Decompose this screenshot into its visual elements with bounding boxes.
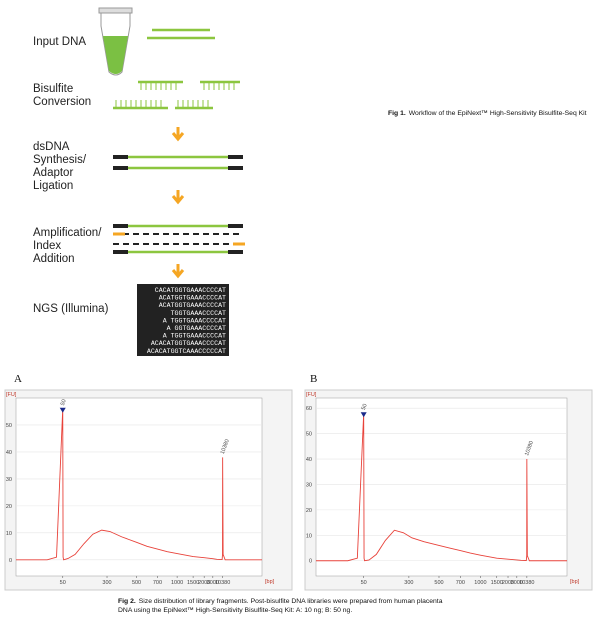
y-tick-label: 0 — [9, 558, 12, 564]
caption-label: Fig 1. — [388, 110, 406, 117]
y-tick-label: 40 — [6, 450, 12, 456]
peak-marker — [59, 407, 66, 413]
read-line: CACATGGTGAAACCCCAT — [155, 287, 226, 294]
ngs-reads: CACATGGTGAAACCCCATACATGGTGAAACCCCATACATG… — [147, 287, 226, 355]
caption-text: Size distribution of library fragments. … — [139, 598, 443, 605]
x-tick-label: 1500 — [491, 580, 503, 586]
y-tick-label: 30 — [6, 477, 12, 483]
x-tick-label: 2000 — [502, 580, 514, 586]
caption-label: Fig 2. — [118, 598, 136, 605]
amplified-strands — [113, 233, 243, 245]
x-tick-label: 3000 — [207, 580, 219, 586]
step-label: Addition — [33, 253, 75, 265]
fig1-caption: Fig 1. Workflow of the EpiNext™ High-Sens… — [388, 110, 587, 117]
peak-marker — [360, 412, 367, 418]
step-label: Bisulfite — [33, 83, 73, 95]
x-tick-label: 300 — [102, 580, 111, 586]
y-tick-label: 20 — [6, 504, 12, 510]
y-tick-label: 10 — [306, 533, 312, 539]
step-label: Ligation — [33, 180, 73, 192]
y-tick-label: 30 — [306, 482, 312, 488]
read-line: TGGTGAAACCCCAT — [171, 310, 226, 317]
read-line: ACATGGTGAAACCCCAT — [159, 295, 226, 302]
step-label: Index — [33, 240, 61, 252]
x-tick-label: 1000 — [171, 580, 183, 586]
peak-label: 50 — [60, 399, 68, 407]
x-tick-label: 50 — [60, 580, 66, 586]
y-tick-label: 0 — [309, 559, 312, 565]
trace — [316, 413, 567, 562]
step-label: dsDNA — [33, 141, 70, 153]
read-line: ACACATGGTCAAACCCCCAT — [147, 348, 226, 355]
y-axis-label: [FU] — [6, 392, 17, 398]
caption-text: Workflow of the EpiNext™ High-Sensitivit… — [409, 110, 587, 117]
workflow-diagram — [98, 7, 245, 356]
step-arrows — [171, 127, 185, 279]
trace — [16, 408, 262, 561]
plot-area — [315, 397, 568, 577]
y-tick-label: 20 — [306, 508, 312, 514]
x-tick-label: 50 — [361, 580, 367, 586]
adaptors — [113, 155, 243, 254]
y-tick-label: 50 — [306, 432, 312, 438]
peak-label: 50 — [361, 403, 369, 411]
x-tick-label: 2000 — [198, 580, 210, 586]
step-label: Input DNA — [33, 36, 86, 48]
step-label: Adaptor — [33, 167, 73, 179]
y-tick-label: 10 — [6, 531, 12, 537]
x-axis-label: [bp] — [265, 579, 275, 585]
x-tick-label: 300 — [404, 580, 413, 586]
panel-label: B — [310, 373, 317, 385]
peak-label: 10380 — [524, 440, 535, 456]
x-tick-label: 700 — [153, 580, 162, 586]
step-label: Conversion — [33, 96, 91, 108]
ligated-strands — [128, 155, 228, 254]
x-tick-label: 700 — [456, 580, 465, 586]
y-axis-label: [FU] — [306, 392, 317, 398]
read-line: A GGTGAAACCCCAT — [167, 325, 226, 332]
fig2-caption: Fig 2. Size distribution of library fragm… — [118, 598, 443, 605]
y-tick-label: 60 — [306, 406, 312, 412]
y-tick-label: 40 — [306, 457, 312, 463]
read-line: A TGGTGAAACCCCAT — [163, 317, 226, 324]
x-tick-label: 500 — [434, 580, 443, 586]
peak-label: 10380 — [220, 439, 231, 455]
y-tick-label: 50 — [6, 423, 12, 429]
fig2-caption-line: DNA using the EpiNext™ High-Sensitivity … — [118, 607, 352, 614]
read-line: ACATGGTGAAACCCCAT — [159, 302, 226, 309]
x-axis-label: [bp] — [570, 579, 580, 585]
x-tick-label: 1000 — [474, 580, 486, 586]
step-label: Synthesis/ — [33, 154, 87, 166]
read-line: ACACATGGTGAAACCCCAT — [151, 340, 226, 347]
x-tick-label: 10380 — [519, 580, 534, 586]
read-line: A TGGTGAAACCCCAT — [163, 333, 226, 340]
step-label: NGS (Illumina) — [33, 303, 109, 315]
tube-cap — [98, 7, 133, 14]
x-tick-label: 10380 — [215, 580, 230, 586]
step-label: Amplification/ — [33, 227, 102, 239]
x-tick-label: 500 — [132, 580, 141, 586]
x-tick-label: 1500 — [187, 580, 199, 586]
index-primers — [113, 232, 245, 246]
x-tick-label: 3000 — [511, 580, 523, 586]
bisulfite-ticks — [115, 82, 235, 108]
tube-liquid — [103, 36, 128, 74]
reads-box — [137, 284, 229, 356]
panel-label: A — [14, 373, 22, 385]
